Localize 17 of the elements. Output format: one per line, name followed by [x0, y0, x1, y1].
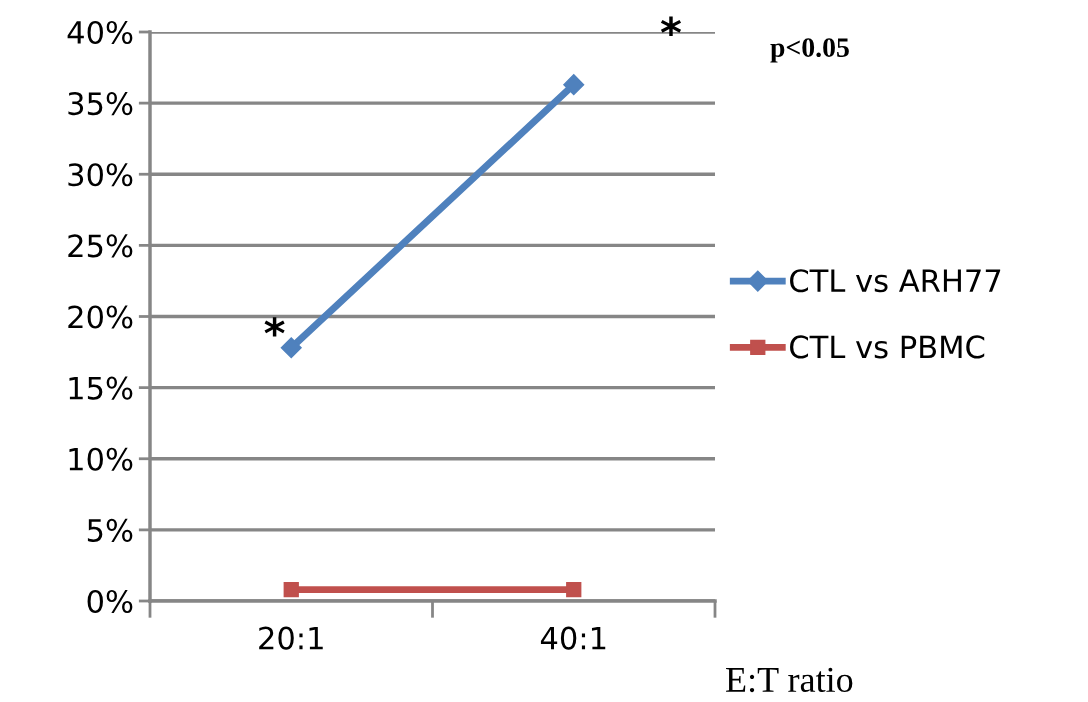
legend-label: CTL vs PBMC — [790, 335, 985, 359]
y-tick-label: 10% — [69, 447, 133, 471]
y-tick-label: 35% — [68, 92, 133, 116]
y-tick-label: 0% — [87, 589, 133, 614]
x-axis-title: E:T ratio — [726, 667, 853, 693]
y-tick-label: 5% — [87, 518, 133, 542]
annotation: * — [264, 317, 285, 337]
y-tick-label: 30% — [68, 163, 133, 187]
y-tick-label: 20% — [68, 305, 133, 329]
y-tick-label: 15% — [69, 376, 133, 400]
legend-label: CTL vs ARH77 — [790, 269, 1001, 293]
x-tick-label: 20:1 — [259, 626, 323, 650]
y-tick-label: 40% — [67, 20, 133, 45]
annotation: * — [660, 16, 682, 36]
x-tick-label: 40:1 — [540, 626, 606, 650]
y-tick-label: 25% — [68, 234, 133, 258]
text: p<0.05 — [770, 38, 849, 63]
